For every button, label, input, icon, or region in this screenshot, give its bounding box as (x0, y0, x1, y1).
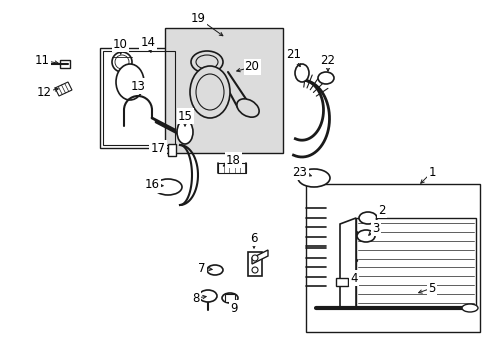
Polygon shape (55, 82, 72, 96)
Text: 11: 11 (35, 54, 49, 67)
Ellipse shape (236, 99, 259, 117)
Ellipse shape (196, 74, 224, 110)
Text: 22: 22 (320, 54, 335, 67)
Text: 14: 14 (140, 36, 155, 49)
Ellipse shape (177, 120, 193, 144)
Text: 23: 23 (292, 166, 307, 179)
Polygon shape (251, 250, 267, 264)
Text: 15: 15 (177, 109, 192, 122)
Ellipse shape (191, 51, 223, 73)
Bar (103, 51, 175, 145)
Bar (305, 184, 479, 332)
Ellipse shape (356, 230, 374, 242)
Bar (60, 60, 70, 68)
Bar (218, 163, 245, 173)
Bar (164, 28, 283, 153)
Ellipse shape (190, 66, 229, 118)
Text: 3: 3 (371, 221, 379, 234)
Circle shape (251, 267, 258, 273)
Text: 4: 4 (349, 271, 357, 284)
Text: 13: 13 (130, 80, 145, 93)
Ellipse shape (317, 72, 333, 84)
Bar (168, 144, 176, 156)
Text: 2: 2 (378, 203, 385, 216)
Ellipse shape (461, 304, 477, 312)
Text: 16: 16 (144, 179, 159, 192)
Text: 1: 1 (427, 166, 435, 179)
Ellipse shape (294, 64, 308, 82)
Polygon shape (339, 218, 355, 308)
Bar (224, 294, 235, 302)
Text: 12: 12 (37, 85, 51, 99)
Text: 19: 19 (190, 12, 205, 24)
Ellipse shape (154, 179, 182, 195)
Text: 7: 7 (198, 261, 205, 274)
Bar (335, 278, 347, 286)
Ellipse shape (199, 290, 217, 302)
Bar (355, 218, 475, 308)
Text: 18: 18 (225, 153, 240, 166)
Text: 6: 6 (250, 231, 257, 244)
Text: 10: 10 (112, 37, 127, 50)
Ellipse shape (222, 293, 238, 303)
Text: 8: 8 (192, 292, 199, 305)
Text: 9: 9 (230, 302, 237, 315)
Polygon shape (247, 252, 262, 276)
Circle shape (251, 255, 258, 261)
Circle shape (112, 52, 132, 72)
Text: 5: 5 (427, 282, 435, 294)
Ellipse shape (116, 64, 143, 100)
Circle shape (115, 55, 129, 69)
Text: 21: 21 (286, 49, 301, 62)
Text: 20: 20 (244, 60, 259, 73)
Ellipse shape (297, 169, 329, 187)
Ellipse shape (196, 55, 218, 69)
Ellipse shape (358, 212, 376, 224)
Bar (100, 48, 178, 148)
Ellipse shape (206, 265, 223, 275)
Text: 17: 17 (150, 141, 165, 154)
